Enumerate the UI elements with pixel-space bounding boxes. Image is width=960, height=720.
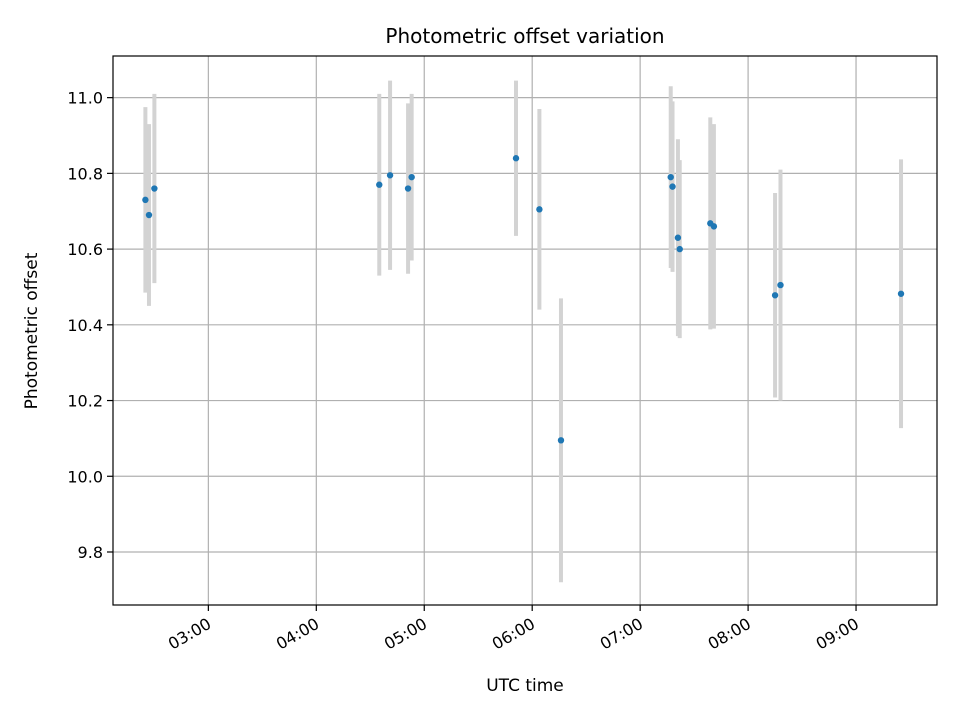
y-tick-label: 10.0: [67, 467, 103, 486]
data-point: [408, 173, 415, 181]
data-point: [669, 183, 676, 190]
grid: [113, 56, 937, 605]
data-point: [667, 173, 674, 181]
data-point: [151, 185, 158, 192]
error-bars: [143, 80, 904, 583]
data-point: [777, 281, 784, 289]
y-tick-label: 10.6: [67, 240, 103, 259]
y-axis-title: Photometric offset: [22, 252, 42, 409]
data-points: [142, 155, 905, 444]
y-tick-label: 10.2: [67, 392, 103, 411]
data-point: [145, 211, 153, 219]
x-axis-title: UTC time: [486, 676, 564, 696]
chart-title: Photometric offset variation: [385, 24, 664, 48]
x-tick-label: 07:00: [597, 614, 646, 654]
y-tick-label: 10.8: [67, 164, 103, 183]
data-point: [404, 185, 412, 192]
x-tick-label: 08:00: [705, 614, 754, 654]
x-tick-label: 05:00: [381, 614, 430, 654]
x-tick-label: 09:00: [813, 614, 862, 654]
x-tick-label: 03:00: [165, 614, 214, 654]
y-tick-label: 11.0: [67, 89, 103, 108]
y-tick-label: 10.4: [67, 316, 103, 335]
y-tick-label: 9.8: [78, 543, 103, 562]
data-point: [676, 245, 683, 253]
data-point: [557, 437, 565, 444]
data-point: [142, 196, 149, 204]
data-point: [771, 292, 779, 299]
x-tick-label: 06:00: [489, 614, 538, 654]
data-point: [386, 172, 394, 179]
data-point: [674, 234, 682, 241]
data-point: [710, 223, 718, 230]
data-point: [376, 181, 383, 188]
plot-frame: [112, 55, 938, 606]
data-point: [536, 206, 543, 213]
x-tick-label: 04:00: [273, 614, 322, 654]
data-point: [897, 290, 905, 297]
data-point: [512, 155, 520, 162]
